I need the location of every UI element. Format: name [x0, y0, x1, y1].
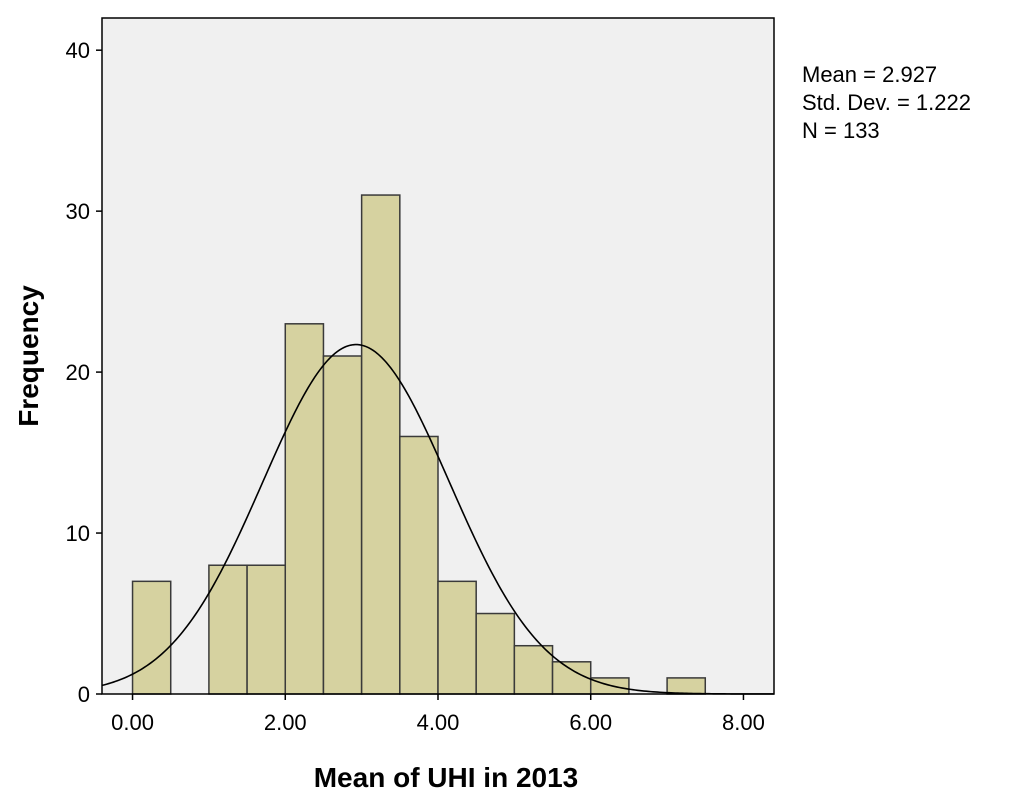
histogram-bar	[513, 644, 554, 695]
x-axis: 0.00 2.00 4.00 6.00 8.00	[111, 694, 765, 735]
stats-box: Mean = 2.927 Std. Dev. = 1.222 N = 133	[802, 62, 971, 143]
x-tick-label: 8.00	[722, 710, 765, 735]
y-tick-label: 40	[66, 38, 90, 63]
bars-layer	[131, 194, 707, 695]
stats-mean: Mean = 2.927	[802, 62, 937, 87]
y-tick-label: 30	[66, 199, 90, 224]
histogram-bar	[322, 355, 363, 695]
histogram-bar	[208, 564, 248, 695]
y-axis-title: Frequency	[13, 285, 44, 427]
normal-distribution-curve	[101, 343, 774, 695]
histogram-bar	[360, 194, 401, 695]
y-axis: 0 10 20 30 40	[66, 38, 102, 707]
histogram-bar	[475, 612, 516, 695]
histogram-bar	[666, 677, 707, 695]
x-tick-label: 0.00	[111, 710, 154, 735]
histogram-bar	[131, 580, 172, 695]
histogram-bar	[246, 564, 287, 695]
x-tick-label: 6.00	[569, 710, 612, 735]
histogram-bar	[437, 580, 477, 695]
y-tick-label: 0	[78, 682, 90, 707]
stats-std-dev: Std. Dev. = 1.222	[802, 90, 971, 115]
y-tick-label: 20	[66, 360, 90, 385]
stats-n: N = 133	[802, 118, 880, 143]
x-tick-label: 2.00	[264, 710, 307, 735]
x-axis-title: Mean of UHI in 2013	[314, 762, 579, 793]
y-tick-label: 10	[66, 521, 90, 546]
histogram-bar	[284, 323, 325, 695]
histogram-bar	[399, 435, 439, 695]
x-tick-label: 4.00	[417, 710, 460, 735]
histogram-bar	[551, 661, 592, 695]
